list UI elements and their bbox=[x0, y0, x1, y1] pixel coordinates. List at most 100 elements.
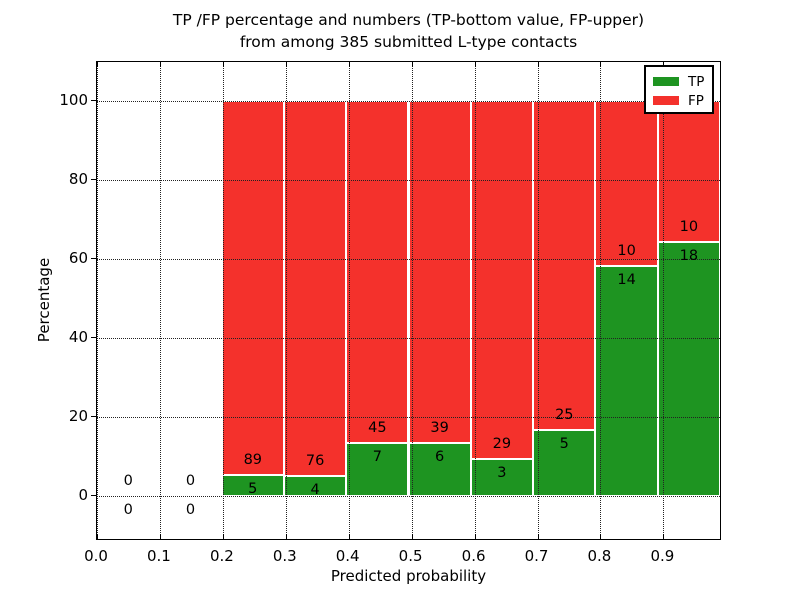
bar-label-tp-2: 5 bbox=[248, 480, 258, 497]
chart-title: TP /FP percentage and numbers (TP-bottom… bbox=[96, 9, 721, 53]
bar-tp-7 bbox=[533, 429, 596, 496]
bar-label-tp-9: 18 bbox=[679, 248, 699, 265]
x-tick-bottom bbox=[348, 534, 350, 539]
gridline-y-0 bbox=[97, 495, 720, 497]
y-tick-left bbox=[91, 258, 96, 260]
bar-fp-5 bbox=[408, 101, 471, 444]
plot-area: TP FP 0 0 0 0 89 5 76 4 45 7 39 6 29 3 25 5 10 14 10 18 bbox=[96, 61, 721, 540]
legend-item-fp: FP bbox=[653, 91, 712, 110]
bar-label-tp-5: 6 bbox=[434, 449, 445, 466]
tp-swatch-icon bbox=[653, 77, 679, 86]
gridline-x-0.5 bbox=[411, 62, 413, 539]
x-tick-bottom bbox=[537, 534, 539, 539]
x-tick-bottom bbox=[285, 534, 287, 539]
bar-label-fp-7: 25 bbox=[555, 406, 574, 423]
x-tick-label: 0.7 bbox=[524, 547, 549, 565]
x-tick-top bbox=[600, 62, 602, 67]
gridline-y-60 bbox=[97, 259, 720, 261]
chart-title-line2: from among 385 submitted L-type contacts bbox=[239, 33, 578, 51]
y-tick-left bbox=[91, 415, 96, 417]
x-tick-label: 0.1 bbox=[146, 547, 171, 565]
x-tick-label: 0.8 bbox=[587, 547, 612, 565]
bar-label-tp-1: 0 bbox=[185, 501, 196, 518]
x-tick-bottom bbox=[97, 534, 98, 539]
bar-tp-3 bbox=[283, 475, 347, 496]
bar-label-fp-1: 0 bbox=[185, 472, 196, 489]
gridline-y-100 bbox=[97, 101, 720, 103]
x-tick-bottom bbox=[411, 534, 413, 539]
gridline-x-0.1 bbox=[159, 62, 161, 539]
bar-label-fp-5: 39 bbox=[430, 420, 449, 437]
chart-title-line1: TP /FP percentage and numbers (TP-bottom… bbox=[172, 11, 645, 29]
gridline-x-0.4 bbox=[348, 62, 350, 539]
legend-label-tp: TP bbox=[688, 73, 705, 90]
gridline-x-0.6 bbox=[474, 62, 476, 539]
x-tick-top bbox=[474, 62, 476, 67]
x-tick-top bbox=[285, 62, 287, 67]
bar-fp-7 bbox=[533, 101, 596, 430]
bar-label-tp-8: 14 bbox=[617, 271, 636, 288]
bar-fp-3 bbox=[283, 101, 347, 476]
fp-swatch-icon bbox=[653, 96, 679, 105]
y-tick-label: 40 bbox=[68, 328, 88, 346]
x-tick-label: 0.3 bbox=[272, 547, 297, 565]
gridline-x-0.8 bbox=[600, 62, 602, 539]
gridline-y-40 bbox=[97, 338, 720, 339]
x-tick-top bbox=[159, 62, 161, 67]
x-tick-bottom bbox=[600, 534, 602, 539]
x-tick-label: 0.2 bbox=[209, 547, 234, 565]
x-tick-bottom bbox=[663, 534, 665, 539]
bar-label-fp-3: 76 bbox=[305, 452, 325, 469]
bar-label-fp-6: 29 bbox=[492, 435, 512, 452]
bar-label-tp-0: 0 bbox=[123, 501, 133, 518]
x-tick-top bbox=[663, 62, 665, 67]
gridline-x-0.0 bbox=[97, 62, 98, 539]
bar-label-tp-7: 5 bbox=[559, 435, 569, 452]
legend: TP FP bbox=[644, 65, 714, 114]
bar-fp-6 bbox=[470, 101, 534, 459]
y-tick-left bbox=[91, 179, 96, 181]
y-tick-label: 100 bbox=[59, 91, 88, 110]
x-tick-label: 0.4 bbox=[335, 547, 360, 565]
x-tick-top bbox=[348, 62, 350, 67]
bar-tp-4 bbox=[346, 442, 409, 496]
gridline-y-20 bbox=[97, 416, 720, 418]
y-tick-left bbox=[91, 337, 96, 338]
x-tick-bottom bbox=[222, 534, 224, 539]
bar-label-fp-0: 0 bbox=[123, 472, 133, 489]
y-tick-label: 60 bbox=[68, 249, 88, 268]
bar-tp-5 bbox=[408, 443, 471, 496]
gridline-x-0.3 bbox=[285, 62, 287, 539]
y-tick-label: 0 bbox=[78, 485, 88, 504]
bar-fp-8 bbox=[595, 101, 658, 266]
x-axis-label: Predicted probability bbox=[330, 567, 487, 585]
legend-item-tp: TP bbox=[653, 72, 712, 91]
x-tick-bottom bbox=[159, 534, 161, 539]
x-tick-top bbox=[537, 62, 539, 67]
x-tick-top bbox=[411, 62, 413, 67]
gridline-y-80 bbox=[97, 180, 720, 182]
bar-label-tp-3: 4 bbox=[310, 481, 320, 498]
x-tick-top bbox=[222, 62, 224, 67]
x-tick-bottom bbox=[474, 534, 476, 539]
bar-label-fp-2: 89 bbox=[243, 451, 263, 468]
gridline-x-0.2 bbox=[222, 62, 224, 539]
bar-label-tp-6: 3 bbox=[497, 464, 507, 481]
bar-label-fp-9: 10 bbox=[679, 219, 699, 236]
gridline-x-0.7 bbox=[537, 62, 539, 539]
bar-tp-2 bbox=[221, 474, 284, 496]
x-tick-top bbox=[97, 62, 98, 67]
bar-fp-4 bbox=[346, 101, 409, 443]
x-tick-label: 0.5 bbox=[398, 547, 423, 565]
bar-tp-9 bbox=[657, 242, 720, 496]
y-tick-label: 20 bbox=[68, 406, 88, 425]
bar-fp-9 bbox=[657, 101, 720, 243]
y-tick-left bbox=[91, 494, 96, 496]
legend-label-fp: FP bbox=[688, 92, 704, 109]
bar-tp-8 bbox=[595, 265, 658, 496]
bar-label-fp-8: 10 bbox=[617, 242, 636, 259]
bar-tp-6 bbox=[470, 458, 534, 496]
gridline-x-0.9 bbox=[663, 62, 665, 539]
bar-label-tp-4: 7 bbox=[372, 448, 382, 465]
